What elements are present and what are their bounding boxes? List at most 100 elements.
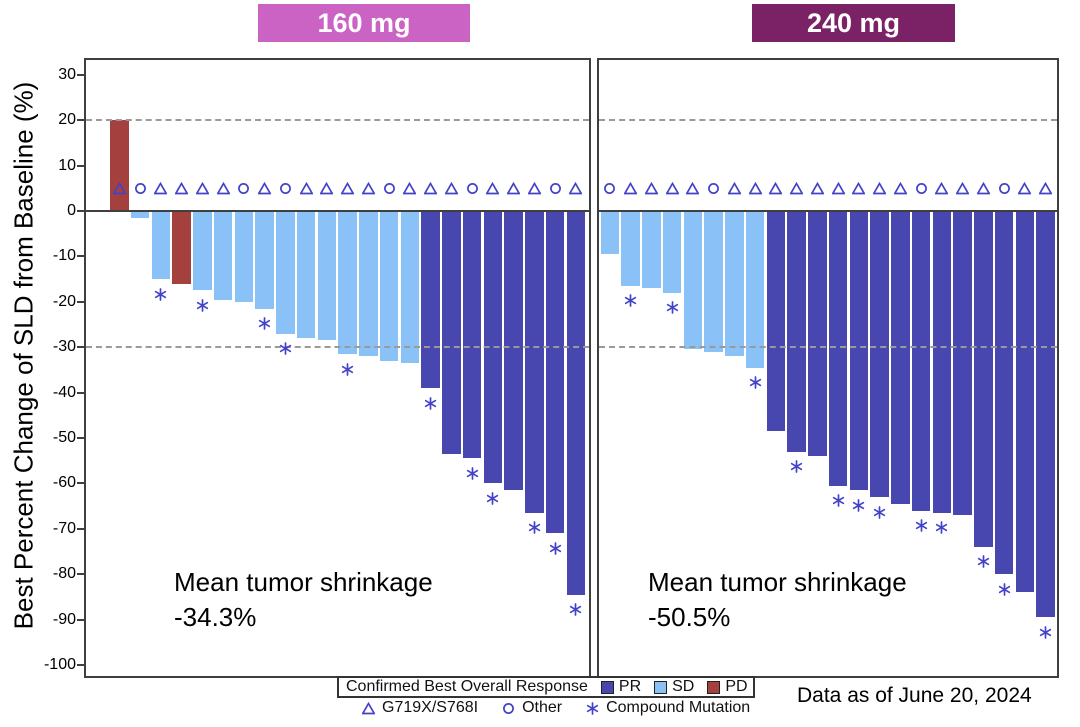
- patient-bar-pr: [808, 211, 827, 457]
- reference-line-20: [86, 119, 589, 122]
- compound-mutation-asterisk: [873, 505, 886, 519]
- compound-mutation-asterisk: [666, 301, 679, 315]
- mutation-marker-triangle: [1039, 181, 1053, 195]
- mutation-marker-triangle: [569, 181, 583, 195]
- mutation-marker-triangle: [976, 181, 990, 195]
- compound-mutation-asterisk: [977, 555, 990, 569]
- y-tick-mark: [77, 210, 84, 212]
- reference-line--30: [86, 346, 589, 349]
- compound-mutation-asterisk: [258, 317, 271, 330]
- legend-item-other: Other: [502, 699, 562, 717]
- mutation-marker-triangle: [424, 181, 438, 195]
- patient-bar-sd: [704, 211, 723, 352]
- y-tick-mark: [77, 482, 84, 485]
- response-legend: Confirmed Best Overall Response PR SD PD: [337, 676, 755, 698]
- y-tick-label: 0: [67, 202, 76, 219]
- legend-item-sd: SD: [654, 678, 694, 696]
- mutation-marker-triangle: [195, 181, 209, 195]
- y-tick-label: -60: [52, 474, 76, 492]
- y-tick-label: -40: [52, 383, 76, 401]
- patient-bar-pr: [545, 211, 565, 534]
- reference-line--30: [599, 346, 1057, 349]
- mutation-marker-circle: [383, 182, 396, 195]
- patient-bar-sd: [662, 211, 682, 293]
- dose-group-header-160mg: 160 mg: [258, 4, 470, 42]
- reference-line-20: [599, 119, 1057, 122]
- mutation-marker-triangle: [769, 181, 783, 195]
- patient-bar-pd: [110, 120, 129, 211]
- mutation-marker-triangle: [507, 181, 521, 195]
- y-tick-mark: [77, 618, 84, 621]
- mutation-marker-triangle: [956, 181, 970, 195]
- pd-label: PD: [725, 678, 748, 695]
- compound-mutation-asterisk: [852, 498, 865, 512]
- y-tick-label: 10: [58, 156, 76, 174]
- mutation-marker-triangle: [361, 181, 375, 195]
- mutation-marker-triangle: [748, 181, 762, 195]
- y-tick-mark: [77, 300, 84, 303]
- patient-bar-pr: [525, 211, 544, 513]
- mean-shrinkage-annotation-160: Mean tumor shrinkage -34.3%: [174, 565, 433, 635]
- pr-color-swatch: [600, 680, 614, 694]
- mutation-marker-triangle: [624, 181, 638, 195]
- mutation-marker-triangle: [686, 181, 700, 195]
- patient-bar-pr: [1036, 211, 1055, 618]
- y-tick-mark: [77, 164, 84, 167]
- compound-mutation-asterisk: [749, 376, 762, 389]
- y-tick-label: -20: [52, 292, 76, 310]
- patient-bar-sd: [621, 211, 640, 286]
- y-tick-mark: [77, 391, 84, 394]
- patient-bar-pr: [421, 211, 440, 389]
- panel-160mg: Mean tumor shrinkage -34.3%: [84, 58, 591, 678]
- patient-bar-sd: [338, 211, 357, 354]
- y-tick-mark: [77, 664, 84, 666]
- panel-240mg: Mean tumor shrinkage -50.5%: [597, 58, 1059, 678]
- mutation-marker-triangle: [216, 181, 230, 195]
- y-tick-mark: [77, 73, 84, 76]
- patient-bar-pr: [870, 211, 889, 498]
- mutation-marker-triangle: [831, 181, 845, 195]
- mean-shrinkage-value-160: -34.3%: [174, 602, 257, 632]
- patient-bar-pr: [953, 211, 972, 516]
- mutation-marker-circle: [915, 182, 928, 195]
- mutation-marker-triangle: [1018, 181, 1032, 195]
- patient-bar-sd: [400, 211, 420, 364]
- pr-label: PR: [618, 678, 642, 695]
- dose-group-header-240mg: 240 mg: [752, 4, 955, 42]
- compound-mutation-asterisk: [569, 603, 582, 616]
- patient-bar-sd: [317, 211, 337, 341]
- mutation-marker-triangle: [341, 181, 355, 195]
- y-tick-label: -100: [43, 656, 76, 673]
- patient-bar-sd: [379, 211, 399, 361]
- patient-bar-pr: [1015, 211, 1035, 593]
- y-tick-mark: [77, 255, 84, 258]
- mutation-marker-triangle: [644, 181, 658, 195]
- y-tick-label: -50: [52, 429, 76, 446]
- y-tick-mark: [77, 573, 84, 576]
- patient-bar-sd: [359, 211, 378, 357]
- patient-bar-sd: [193, 211, 212, 291]
- mutation-marker-triangle: [852, 181, 866, 195]
- patient-bar-sd: [130, 211, 150, 218]
- compound-mutation-asterisk: [279, 342, 292, 355]
- y-tick-label: 30: [58, 65, 76, 83]
- y-tick-mark: [77, 119, 84, 122]
- legend-item-compound-mutation: Compound Mutation: [586, 699, 750, 717]
- compound-mutation-asterisk: [486, 492, 499, 505]
- mutation-marker-circle: [279, 182, 292, 195]
- patient-bar-pr: [504, 211, 523, 491]
- patient-bar-sd: [600, 211, 620, 255]
- compound-mutation-asterisk: [998, 582, 1011, 596]
- patient-bar-sd: [151, 211, 171, 280]
- legend-item-g719x-s768i: G719X/S768I: [362, 699, 478, 717]
- compound-mutation-asterisk: [549, 541, 562, 555]
- mutation-marker-triangle: [320, 181, 334, 195]
- compound-mutation-label: Compound Mutation: [606, 699, 751, 716]
- compound-mutation-asterisk: [935, 521, 948, 535]
- data-as-of-note: Data as of June 20, 2024: [797, 684, 1032, 707]
- patient-bar-pr: [442, 211, 461, 454]
- mutation-marker-triangle: [727, 181, 741, 195]
- y-tick-mark: [77, 346, 84, 349]
- mutation-marker-triangle: [112, 181, 126, 195]
- patient-bar-pr: [932, 211, 952, 513]
